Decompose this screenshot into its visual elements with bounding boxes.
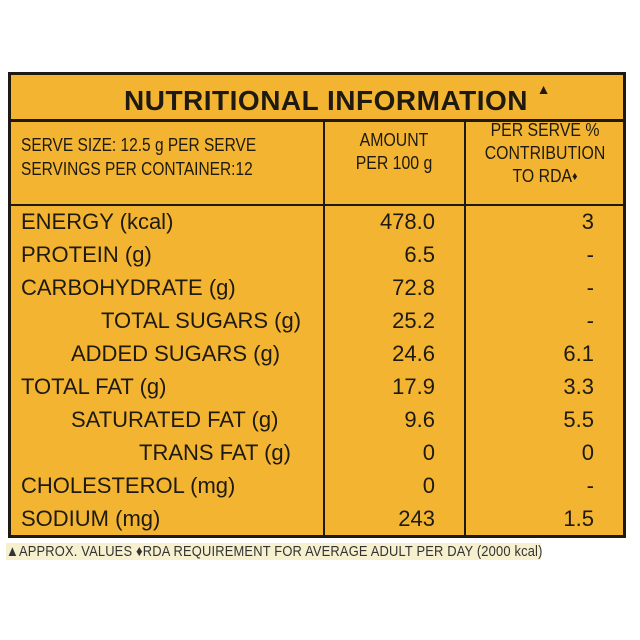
amount-column-header: AMOUNT PER 100 g (333, 129, 454, 175)
rda-header-line-3: TO RDA♦ (475, 165, 614, 188)
column-header-rule (11, 204, 623, 206)
rda-header-line-1: PER SERVE % (490, 120, 600, 140)
nutrient-label: ENERGY (kcal) (21, 209, 174, 234)
table-row-added-sugars: ADDED SUGARS (g) 24.6 6.1 (11, 338, 623, 370)
table-row-cholesterol: CHOLESTEROL (mg) 0 - (11, 470, 623, 502)
rda-value: 0 (581, 440, 594, 465)
nutrient-label: TOTAL FAT (g) (21, 374, 167, 399)
rda-value: - (586, 242, 594, 267)
table-row-sodium: SODIUM (mg) 243 1.5 (11, 503, 623, 535)
nutrient-label: CHOLESTEROL (mg) (21, 473, 236, 498)
header-rule (11, 119, 623, 122)
amount-header-line-1: AMOUNT (359, 130, 429, 150)
approx-mark-icon: ▲ (536, 81, 551, 97)
amount-value: 0 (422, 440, 435, 465)
rda-header-text: TO RDA (512, 166, 573, 186)
rda-value: - (586, 275, 594, 300)
rda-header-line-2: CONTRIBUTION (484, 143, 606, 163)
nutrition-panel: NUTRITIONAL INFORMATION ▲ SERVE SIZE: 12… (8, 72, 626, 538)
rda-value: 6.1 (563, 341, 594, 366)
table-row-total-fat: TOTAL FAT (g) 17.9 3.3 (11, 371, 623, 403)
rda-mark-icon: ♦ (572, 169, 578, 183)
rda-value: 3.3 (563, 374, 594, 399)
column-divider-rda (464, 119, 466, 535)
rda-value: 5.5 (563, 407, 594, 432)
amount-value: 6.5 (404, 242, 435, 267)
rda-value: 3 (581, 209, 594, 234)
table-row-trans-fat: TRANS FAT (g) 0 0 (11, 437, 623, 469)
serve-size: SERVE SIZE: 12.5 g PER SERVE (21, 135, 257, 155)
table-row-energy: ENERGY (kcal) 478.0 3 (11, 206, 623, 238)
amount-value: 24.6 (392, 341, 435, 366)
amount-value: 243 (398, 506, 435, 531)
nutrient-label: TOTAL SUGARS (g) (101, 308, 302, 333)
title-text: NUTRITIONAL INFORMATION (124, 85, 528, 116)
table-row-saturated-fat: SATURATED FAT (g) 9.6 5.5 (11, 404, 623, 436)
table-row-protein: PROTEIN (g) 6.5 - (11, 239, 623, 271)
nutrient-label: SODIUM (mg) (21, 506, 161, 531)
nutrient-label: ADDED SUGARS (g) (71, 341, 281, 366)
table-row-carbohydrate: CARBOHYDRATE (g) 72.8 - (11, 272, 623, 304)
serving-info: SERVE SIZE: 12.5 g PER SERVE SERVINGS PE… (21, 133, 256, 181)
rda-value: 1.5 (563, 506, 594, 531)
table-row-total-sugars: TOTAL SUGARS (g) 25.2 - (11, 305, 623, 337)
rda-value: - (586, 473, 594, 498)
rda-value: - (586, 308, 594, 333)
panel-title: NUTRITIONAL INFORMATION ▲ (111, 81, 550, 117)
nutrient-label: PROTEIN (g) (21, 242, 152, 267)
amount-header-line-2: PER 100 g (355, 153, 433, 173)
footnote: ▲APPROX. VALUES ♦RDA REQUIREMENT FOR AVE… (6, 543, 543, 560)
servings-per-container: SERVINGS PER CONTAINER:12 (21, 159, 253, 179)
rda-column-header: PER SERVE % CONTRIBUTION TO RDA♦ (475, 119, 614, 188)
amount-value: 9.6 (404, 407, 435, 432)
amount-value: 478.0 (379, 209, 435, 234)
amount-value: 0 (422, 473, 435, 498)
column-divider-amount (323, 119, 325, 535)
amount-value: 72.8 (392, 275, 435, 300)
amount-value: 17.9 (392, 374, 435, 399)
nutrient-label: TRANS FAT (g) (139, 440, 291, 465)
amount-value: 25.2 (392, 308, 435, 333)
nutrient-label: CARBOHYDRATE (g) (21, 275, 236, 300)
nutrient-label: SATURATED FAT (g) (71, 407, 279, 432)
